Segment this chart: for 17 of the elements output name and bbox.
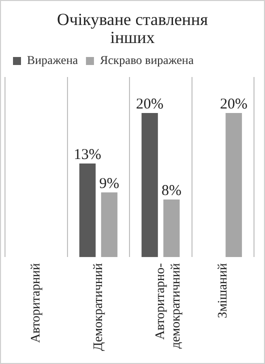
x-tick-label: Змішаний [214, 263, 230, 318]
data-label: 20% [136, 96, 164, 112]
legend-label: Виражена [27, 53, 79, 68]
bar [79, 163, 96, 258]
bar [163, 200, 180, 258]
bar [101, 192, 118, 258]
chart-title: Очікуване ставлення інших [56, 10, 209, 47]
x-tick-label: Демократичний [90, 263, 105, 352]
x-tick-label: Авторитарний [28, 263, 43, 343]
bar [226, 113, 242, 258]
data-label: 20% [220, 96, 248, 112]
data-label: 13% [74, 146, 102, 163]
data-label: 8% [162, 182, 182, 199]
bar [142, 113, 158, 258]
legend-label: Яскраво виражена [100, 53, 194, 68]
x-tick-label: Авторитарно-демократичний [152, 263, 183, 349]
data-label: 9% [99, 176, 120, 192]
